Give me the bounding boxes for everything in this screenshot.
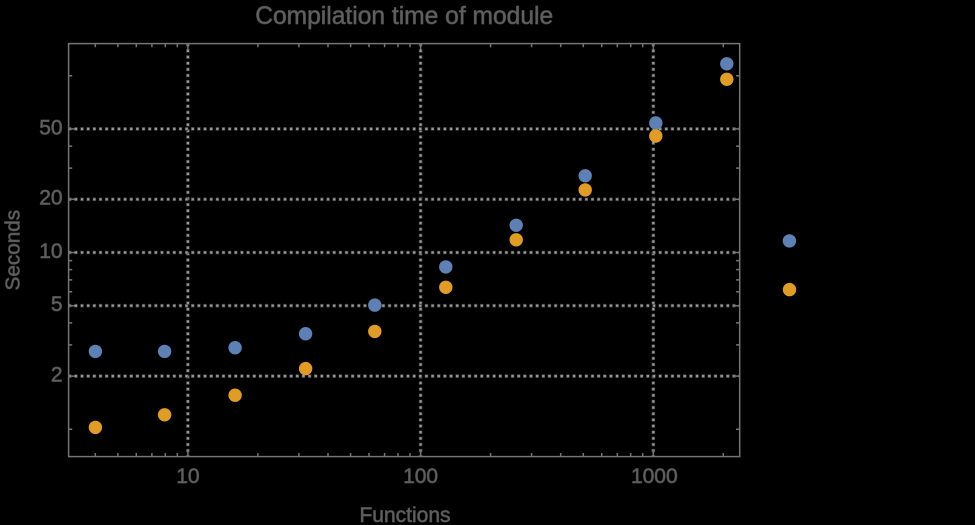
svg-text:Functions: Functions <box>359 504 450 525</box>
svg-text:Compilation time of module: Compilation time of module <box>255 3 553 30</box>
svg-text:10: 10 <box>176 465 199 488</box>
svg-text:1000: 1000 <box>631 465 678 488</box>
svg-text:100: 100 <box>403 465 438 488</box>
svg-text:50: 50 <box>39 116 62 139</box>
svg-text:Seconds: Seconds <box>1 210 24 291</box>
svg-text:5: 5 <box>51 293 63 316</box>
svg-text:20: 20 <box>39 187 62 210</box>
svg-text:2: 2 <box>51 364 63 387</box>
svg-text:10: 10 <box>39 240 62 263</box>
